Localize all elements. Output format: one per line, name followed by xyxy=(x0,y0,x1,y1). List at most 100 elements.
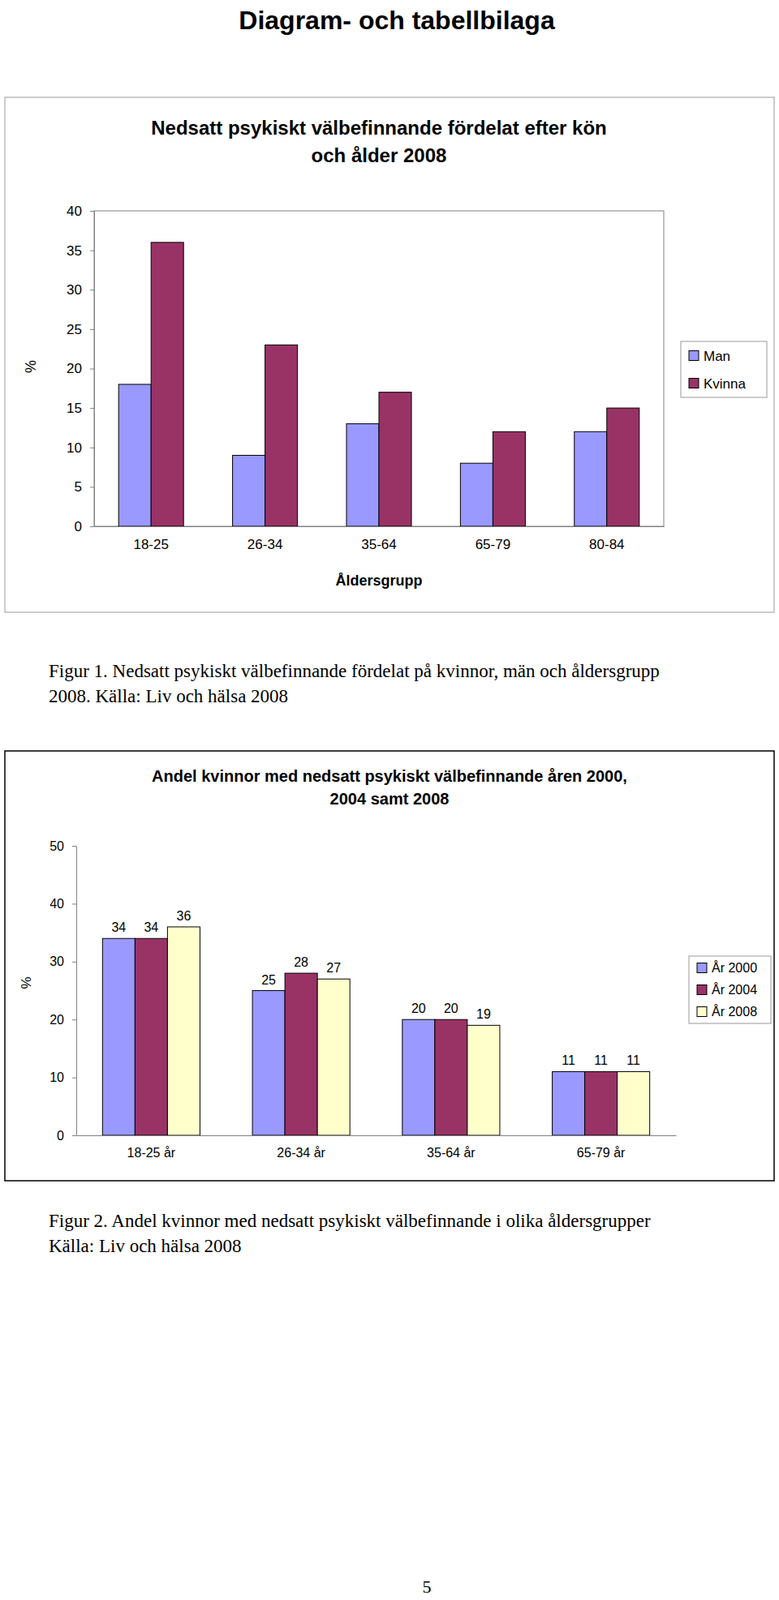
y-axis: 0 10 20 30 40 50 xyxy=(49,839,77,1144)
legend-box xyxy=(680,341,767,398)
bar xyxy=(346,424,379,527)
bar xyxy=(134,938,168,1137)
x-axis: 18-25 år 26-34 år 35-64 år 65-79 år xyxy=(77,1136,677,1162)
bar xyxy=(150,242,184,527)
y-tick-mark xyxy=(90,369,95,371)
legend-label: År 2008 xyxy=(711,1004,758,1020)
x-tick-label: 35-64 år xyxy=(426,1146,476,1161)
bar xyxy=(552,1071,586,1137)
bar xyxy=(606,408,640,527)
x-tick-label: 65-79 år xyxy=(576,1146,626,1161)
bar xyxy=(265,344,298,527)
data-label: 20 xyxy=(443,1002,459,1016)
y-tick-mark xyxy=(72,1020,77,1021)
chart-title: Andel kvinnor med nedsatt psykiskt välbe… xyxy=(151,767,628,786)
bar xyxy=(102,938,135,1137)
bar xyxy=(460,463,493,527)
y-tick-label: 30 xyxy=(49,955,65,969)
data-label: 28 xyxy=(293,955,309,970)
y-tick-label: 10 xyxy=(49,1071,65,1085)
x-tick-label: 26-34 xyxy=(247,537,283,553)
page-number: 5 xyxy=(422,1577,432,1598)
caption: Figur 1. Nedsatt psykiskt välbefinnande … xyxy=(48,661,660,682)
y-tick-label: 20 xyxy=(49,1013,65,1028)
x-tick: 65-79 xyxy=(475,537,511,553)
y-tick-mark xyxy=(90,486,95,488)
y-tick-mark xyxy=(90,210,95,212)
x-tick-label: 26-34 år xyxy=(276,1146,326,1161)
y-tick-label: 50 xyxy=(49,839,65,854)
legend-label: År 2004 xyxy=(711,982,758,998)
x-tick-label: 18-25 xyxy=(133,537,168,553)
y-tick-label: 15 xyxy=(66,400,82,417)
caption: Källa: Liv och hälsa 2008 xyxy=(48,1236,242,1257)
y-tick-label: 30 xyxy=(66,282,82,298)
x-tick: 18-25 år xyxy=(127,1146,177,1161)
y-tick: 15 xyxy=(66,400,95,417)
x-tick: 80-84 xyxy=(589,537,625,553)
y-axis-line xyxy=(94,211,95,528)
data-label: 34 xyxy=(111,921,126,935)
chart-title: och ålder 2008 xyxy=(311,144,448,167)
y-tick-mark xyxy=(72,962,77,964)
y-tick: 0 xyxy=(74,519,95,535)
y-tick-mark xyxy=(72,903,77,905)
caption: Figur 2. Andel kvinnor med nedsatt psyki… xyxy=(48,1211,651,1232)
y-tick-mark xyxy=(90,289,95,291)
data-label: 19 xyxy=(476,1007,491,1022)
y-tick: 50 xyxy=(49,839,77,854)
x-tick-label: 80-84 xyxy=(589,537,625,553)
legend-swatch xyxy=(697,964,707,974)
data-label: 11 xyxy=(593,1054,608,1068)
bar xyxy=(232,455,266,527)
heading: Diagram- och tabellbilaga xyxy=(238,5,556,35)
data-label: 27 xyxy=(326,961,341,976)
legend-swatch xyxy=(697,1007,707,1018)
y-tick: 0 xyxy=(56,1129,77,1144)
x-axis-title: Åldersgrupp xyxy=(335,572,422,590)
y-tick: 30 xyxy=(66,282,95,298)
caption: 2008. Källa: Liv och hälsa 2008 xyxy=(48,686,289,707)
x-tick-label: 35-64 xyxy=(361,537,396,553)
y-tick: 10 xyxy=(49,1071,77,1085)
y-tick-mark xyxy=(90,526,95,528)
bar xyxy=(284,973,318,1137)
bars xyxy=(118,242,640,527)
y-tick-mark xyxy=(90,329,95,331)
y-tick-mark xyxy=(72,846,77,848)
y-tick: 20 xyxy=(66,361,95,377)
bar xyxy=(118,384,151,527)
legend-label: År 2000 xyxy=(711,960,758,976)
y-tick: 5 xyxy=(74,479,95,495)
data-label: 36 xyxy=(176,909,192,924)
bar xyxy=(378,392,412,527)
x-tick: 35-64 xyxy=(361,537,396,553)
bar xyxy=(585,1071,618,1137)
y-tick-label: 35 xyxy=(66,243,82,259)
bar xyxy=(492,431,526,527)
data-label: 34 xyxy=(143,921,159,935)
legend: År 2000 År 2004 År 2008 xyxy=(688,956,771,1025)
legend: ManKvinna xyxy=(680,341,767,398)
chart-box xyxy=(4,97,775,613)
y-tick: 35 xyxy=(66,243,95,259)
y-tick: 20 xyxy=(49,1013,77,1028)
y-axis-title: % xyxy=(22,360,39,374)
legend-box xyxy=(688,956,771,1025)
x-tick-label: 65-79 xyxy=(475,537,511,553)
y-tick: 40 xyxy=(49,897,77,912)
x-axis-line xyxy=(94,526,665,528)
y-tick: 10 xyxy=(66,440,95,457)
y-tick-label: 0 xyxy=(56,1129,65,1144)
y-tick-mark xyxy=(90,447,95,449)
y-tick-mark xyxy=(72,1078,77,1080)
chart-title: 2004 samt 2008 xyxy=(330,790,450,809)
bar xyxy=(434,1020,468,1137)
legend-swatch xyxy=(697,985,707,996)
legend-swatch xyxy=(688,351,699,362)
chart: Nedsatt psykiskt välbefinnande fördelat … xyxy=(4,97,775,613)
x-tick: 18-25 xyxy=(133,537,168,553)
x-tick: 65-79 år xyxy=(576,1146,626,1161)
legend-swatch xyxy=(688,378,699,389)
y-tick: 25 xyxy=(66,322,95,338)
